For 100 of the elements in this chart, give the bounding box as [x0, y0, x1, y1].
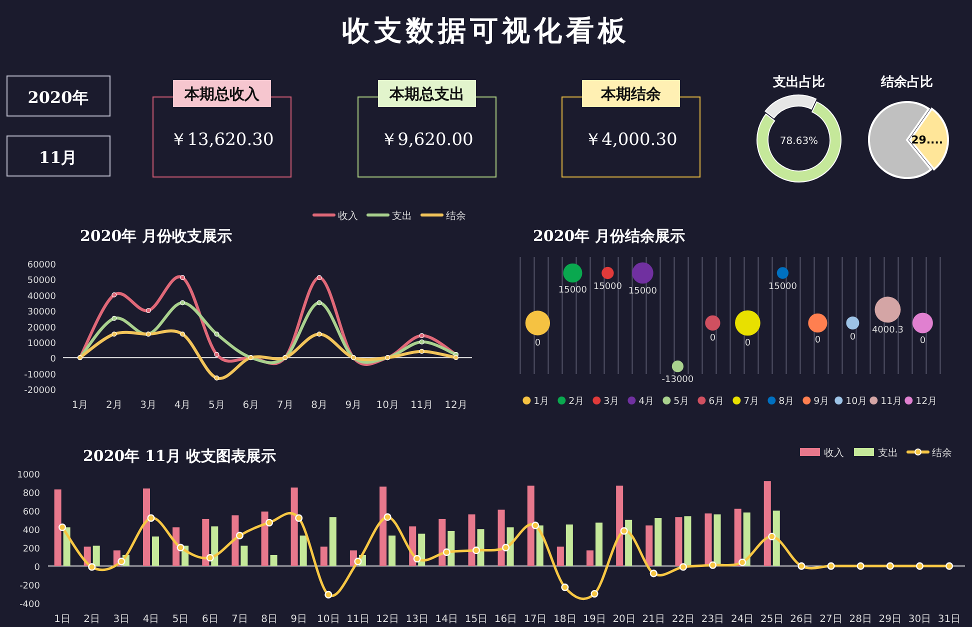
- text: 2020年: [28, 88, 88, 107]
- y-tick-label: 40000: [27, 292, 56, 302]
- x-tick-label: 5日: [172, 614, 189, 625]
- bar: [54, 489, 62, 566]
- x-tick-label: 29日: [878, 614, 902, 625]
- bar: [152, 536, 159, 566]
- point: [180, 332, 186, 337]
- point: [827, 562, 835, 570]
- bar: [261, 512, 268, 566]
- point: [118, 558, 126, 566]
- point: [708, 561, 717, 569]
- point: [206, 554, 214, 562]
- x-tick-label: 12月: [444, 400, 468, 411]
- bar: [438, 518, 446, 566]
- point: [419, 333, 424, 338]
- point: [419, 339, 424, 344]
- x-tick-label: 8月: [311, 400, 328, 411]
- x-tick-label: 9月: [345, 400, 362, 411]
- data-label: 15000: [558, 286, 588, 296]
- bar: [290, 488, 298, 566]
- y-tick-label: -20000: [24, 386, 56, 396]
- point: [502, 544, 510, 552]
- x-tick-label: 30日: [908, 614, 932, 625]
- point: [316, 275, 322, 280]
- point: [58, 523, 66, 532]
- point: [295, 514, 303, 522]
- bar: [143, 488, 150, 566]
- x-tick-label: 1日: [54, 614, 70, 625]
- bar: [764, 481, 771, 566]
- text: 本期总支出: [388, 85, 464, 103]
- point: [768, 532, 776, 540]
- point: [316, 300, 322, 306]
- x-tick-label: 7月: [744, 396, 760, 407]
- point: [316, 332, 322, 337]
- y-tick-label: 0: [50, 354, 56, 365]
- data-label: 4000.3: [872, 326, 904, 336]
- bar: [586, 550, 594, 566]
- point: [112, 332, 117, 337]
- x-tick-label: 6日: [202, 614, 218, 625]
- legend-label: 支出: [392, 210, 412, 222]
- x-tick-label: 21日: [642, 614, 665, 625]
- x-tick-label: 14日: [435, 614, 458, 625]
- x-tick-label: 26日: [790, 614, 813, 625]
- x-tick-label: 28日: [849, 614, 872, 625]
- y-tick-label: 600: [22, 508, 40, 518]
- y-tick-label: 20000: [27, 323, 56, 334]
- x-tick-label: 16日: [494, 614, 518, 625]
- text: 收支数据可视化看板: [342, 14, 630, 47]
- x-tick-label: 10月: [376, 400, 400, 411]
- bar: [270, 554, 278, 566]
- x-tick-label: 15日: [464, 614, 488, 625]
- chart-title: 2020年 11月 收支图表展示: [83, 447, 276, 465]
- x-tick-label: 25日: [760, 614, 784, 625]
- point: [532, 522, 540, 530]
- bar: [329, 517, 336, 566]
- x-tick-label: 4月: [174, 400, 191, 411]
- x-tick-label: 11月: [410, 400, 434, 411]
- legend-label: 支出: [878, 447, 898, 459]
- x-tick-label: 12月: [916, 396, 938, 407]
- y-tick-label: 1000: [17, 470, 40, 481]
- point: [472, 546, 480, 554]
- y-tick-label: 200: [22, 544, 40, 555]
- data-label: 29....: [911, 133, 944, 146]
- bar: [684, 516, 692, 566]
- point: [946, 562, 954, 570]
- chart-title: 2020年 月份收支展示: [80, 227, 232, 245]
- legend-label: 结余: [446, 210, 466, 222]
- bar: [646, 525, 653, 566]
- data-label: 0: [814, 336, 821, 346]
- x-tick-label: 2月: [568, 396, 585, 407]
- bar: [625, 520, 632, 566]
- point: [738, 558, 746, 566]
- point: [354, 558, 362, 566]
- x-tick-label: 24日: [730, 614, 754, 625]
- text: 11月: [38, 148, 78, 167]
- x-tick-label: 17日: [524, 614, 547, 625]
- x-tick-label: 6月: [242, 400, 260, 411]
- x-tick-label: 1月: [534, 396, 550, 407]
- x-tick-label: 2月: [106, 400, 122, 411]
- bar: [675, 517, 682, 566]
- data-label: 0: [710, 334, 716, 344]
- x-tick-label: 8日: [261, 614, 278, 625]
- data-label: 15000: [593, 282, 622, 292]
- point: [413, 554, 421, 562]
- chart-title: 支出占比: [772, 75, 825, 90]
- bar: [772, 510, 780, 566]
- point: [236, 532, 244, 540]
- y-tick-label: 30000: [27, 308, 56, 318]
- point: [265, 518, 274, 526]
- y-tick-label: 800: [22, 489, 40, 500]
- point: [798, 562, 806, 570]
- text: 本期总收入: [184, 85, 260, 103]
- x-tick-label: 31日: [938, 614, 961, 625]
- data-label: 15000: [768, 282, 798, 292]
- legend-label: 收入: [338, 210, 358, 222]
- data-label: 0: [744, 338, 751, 349]
- bar: [596, 522, 602, 566]
- x-tick-label: 8月: [778, 396, 795, 407]
- x-tick-label: 5月: [208, 400, 225, 411]
- x-tick-label: 23日: [701, 614, 724, 625]
